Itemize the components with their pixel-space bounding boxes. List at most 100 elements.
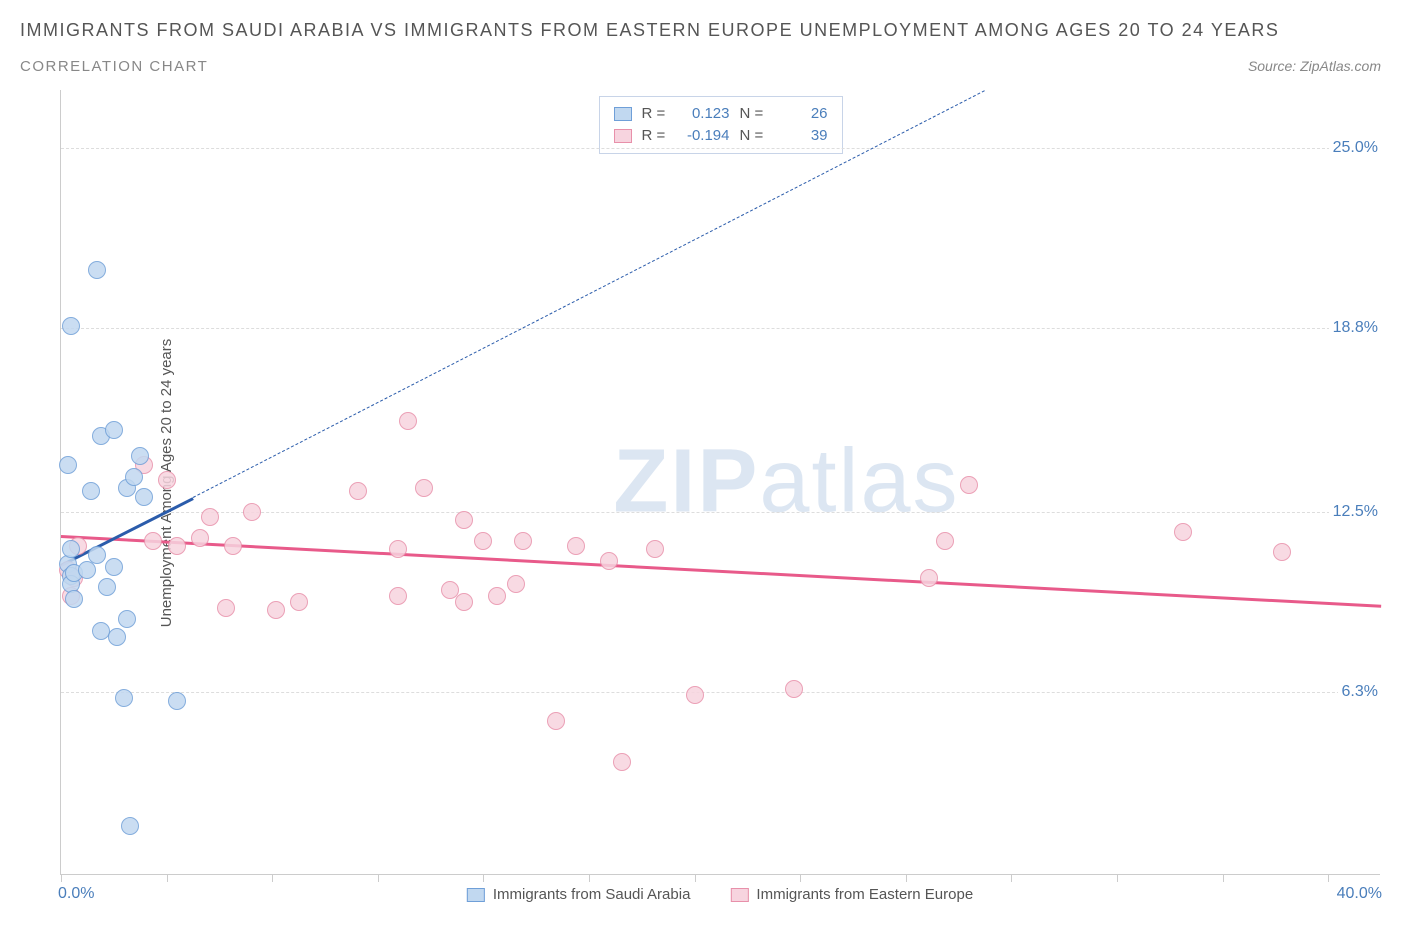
scatter-point-saudi-arabia <box>135 488 153 506</box>
legend-swatch <box>467 888 485 902</box>
watermark: ZIPatlas <box>613 431 959 534</box>
scatter-point-eastern-europe <box>613 753 631 771</box>
y-tick-label: 25.0% <box>1329 139 1382 157</box>
scatter-point-eastern-europe <box>389 540 407 558</box>
scatter-point-saudi-arabia <box>168 692 186 710</box>
x-tick <box>378 874 379 882</box>
legend-series-item: Immigrants from Eastern Europe <box>730 886 973 903</box>
x-tick <box>589 874 590 882</box>
trend-line <box>60 497 193 566</box>
x-tick <box>272 874 273 882</box>
legend-swatch <box>614 129 632 143</box>
x-axis-max-label: 40.0% <box>1337 885 1382 903</box>
scatter-point-saudi-arabia <box>105 558 123 576</box>
trend-line <box>61 535 1381 607</box>
gridline <box>61 148 1380 149</box>
scatter-point-saudi-arabia <box>82 482 100 500</box>
scatter-point-eastern-europe <box>399 412 417 430</box>
chart-subtitle: CORRELATION CHART <box>20 58 208 75</box>
scatter-point-eastern-europe <box>168 537 186 555</box>
x-tick <box>1223 874 1224 882</box>
scatter-point-saudi-arabia <box>88 261 106 279</box>
scatter-point-saudi-arabia <box>65 590 83 608</box>
legend-series-label: Immigrants from Eastern Europe <box>756 886 973 903</box>
scatter-point-eastern-europe <box>267 601 285 619</box>
watermark-light: atlas <box>759 432 959 532</box>
legend-correlation-row: R = -0.194 N = 39 <box>614 125 828 147</box>
x-tick <box>61 874 62 882</box>
x-tick <box>483 874 484 882</box>
watermark-bold: ZIP <box>613 432 759 532</box>
scatter-point-eastern-europe <box>507 575 525 593</box>
trend-line <box>193 90 985 498</box>
scatter-point-saudi-arabia <box>88 546 106 564</box>
scatter-point-eastern-europe <box>415 479 433 497</box>
scatter-point-saudi-arabia <box>121 817 139 835</box>
n-value: 39 <box>778 125 828 147</box>
scatter-point-saudi-arabia <box>62 317 80 335</box>
scatter-point-saudi-arabia <box>98 578 116 596</box>
gridline <box>61 692 1380 693</box>
scatter-point-eastern-europe <box>567 537 585 555</box>
scatter-point-eastern-europe <box>785 680 803 698</box>
scatter-point-eastern-europe <box>936 532 954 550</box>
r-value: -0.194 <box>680 125 730 147</box>
source-attribution: Source: ZipAtlas.com <box>1248 58 1381 74</box>
x-tick <box>1328 874 1329 882</box>
y-tick-label: 18.8% <box>1329 319 1382 337</box>
scatter-point-eastern-europe <box>144 532 162 550</box>
y-tick-label: 6.3% <box>1338 683 1382 701</box>
legend-swatch <box>730 888 748 902</box>
legend-series-label: Immigrants from Saudi Arabia <box>493 886 691 903</box>
scatter-point-eastern-europe <box>455 511 473 529</box>
plot-region: ZIPatlas R = 0.123 N = 26 R = -0.194 N = 39 6.3… <box>60 90 1380 875</box>
scatter-point-saudi-arabia <box>105 421 123 439</box>
scatter-point-eastern-europe <box>920 569 938 587</box>
scatter-point-eastern-europe <box>158 471 176 489</box>
y-tick-label: 12.5% <box>1329 503 1382 521</box>
x-tick <box>800 874 801 882</box>
scatter-point-saudi-arabia <box>62 540 80 558</box>
scatter-point-eastern-europe <box>191 529 209 547</box>
x-axis-min-label: 0.0% <box>58 885 94 903</box>
correlation-legend: R = 0.123 N = 26 R = -0.194 N = 39 <box>599 96 843 154</box>
scatter-point-eastern-europe <box>488 587 506 605</box>
chart-title: IMMIGRANTS FROM SAUDI ARABIA VS IMMIGRAN… <box>20 20 1279 41</box>
x-tick <box>1011 874 1012 882</box>
scatter-point-eastern-europe <box>243 503 261 521</box>
scatter-point-saudi-arabia <box>125 468 143 486</box>
scatter-point-saudi-arabia <box>118 610 136 628</box>
scatter-point-saudi-arabia <box>59 456 77 474</box>
scatter-point-eastern-europe <box>600 552 618 570</box>
x-tick <box>695 874 696 882</box>
scatter-point-eastern-europe <box>455 593 473 611</box>
scatter-point-eastern-europe <box>1273 543 1291 561</box>
x-tick <box>1117 874 1118 882</box>
scatter-point-eastern-europe <box>201 508 219 526</box>
r-label: R = <box>642 103 670 125</box>
legend-swatch <box>614 107 632 121</box>
scatter-point-saudi-arabia <box>131 447 149 465</box>
gridline <box>61 328 1380 329</box>
scatter-point-eastern-europe <box>1174 523 1192 541</box>
x-tick <box>906 874 907 882</box>
chart-area: Unemployment Among Ages 20 to 24 years Z… <box>60 90 1380 875</box>
scatter-point-eastern-europe <box>686 686 704 704</box>
scatter-point-saudi-arabia <box>92 622 110 640</box>
r-label: R = <box>642 125 670 147</box>
scatter-point-eastern-europe <box>474 532 492 550</box>
scatter-point-eastern-europe <box>217 599 235 617</box>
x-tick <box>167 874 168 882</box>
scatter-point-eastern-europe <box>960 476 978 494</box>
scatter-point-eastern-europe <box>646 540 664 558</box>
n-label: N = <box>740 103 768 125</box>
r-value: 0.123 <box>680 103 730 125</box>
scatter-point-eastern-europe <box>547 712 565 730</box>
legend-correlation-row: R = 0.123 N = 26 <box>614 103 828 125</box>
scatter-point-eastern-europe <box>349 482 367 500</box>
scatter-point-eastern-europe <box>224 537 242 555</box>
n-label: N = <box>740 125 768 147</box>
scatter-point-saudi-arabia <box>115 689 133 707</box>
n-value: 26 <box>778 103 828 125</box>
legend-series-item: Immigrants from Saudi Arabia <box>467 886 691 903</box>
